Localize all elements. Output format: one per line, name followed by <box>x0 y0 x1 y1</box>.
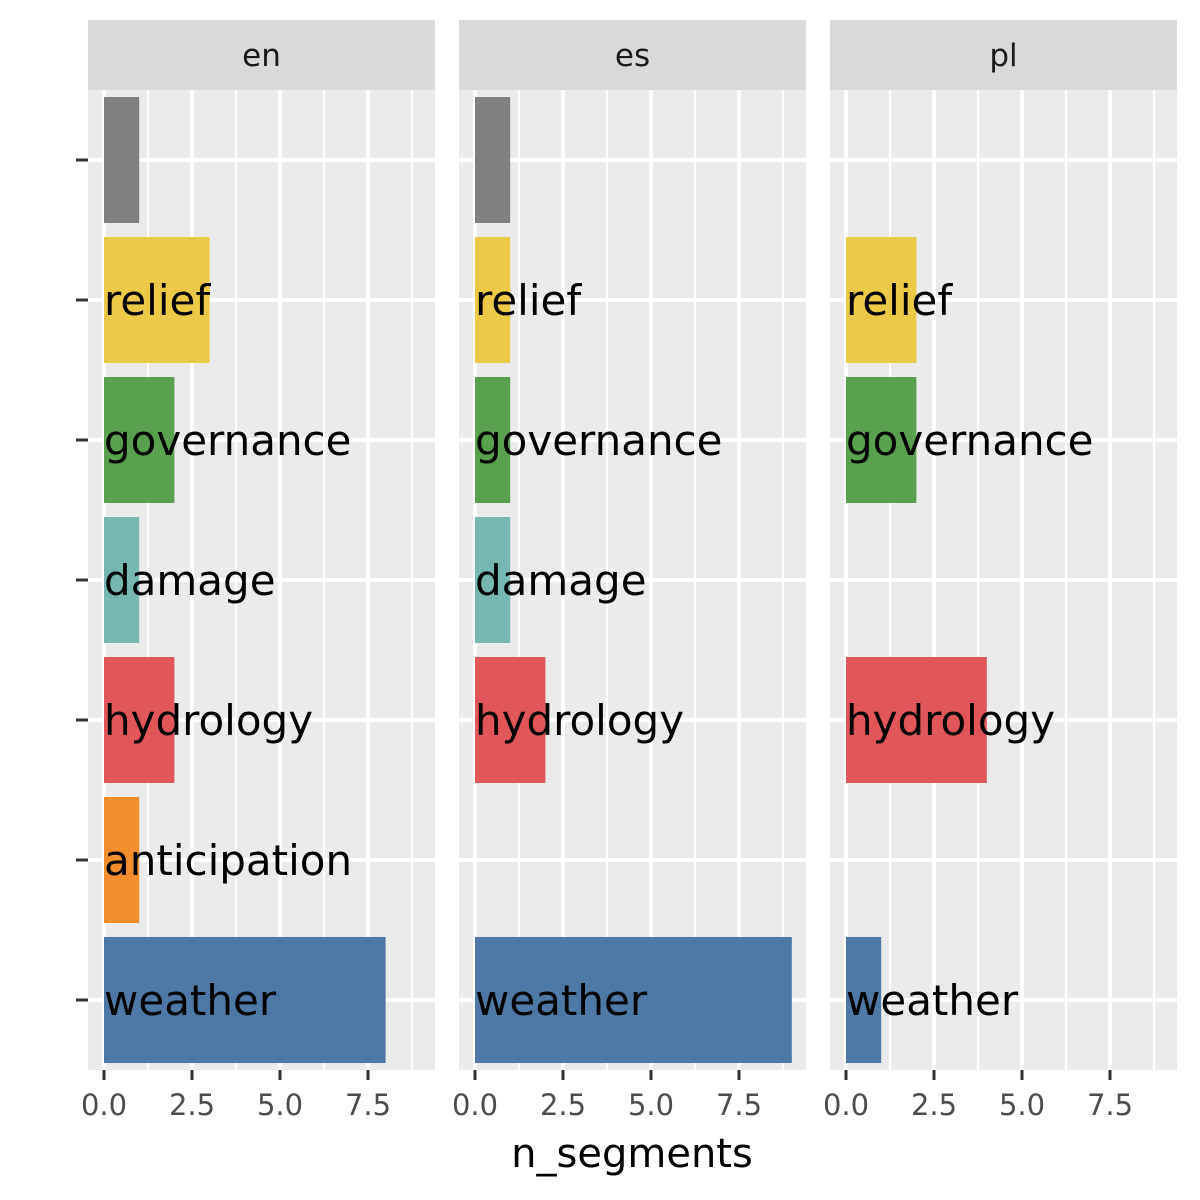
bar-label-pl-weather: weather <box>846 976 1019 1025</box>
bar-pl-hydrology <box>846 657 987 783</box>
x-tick-label: 2.5 <box>169 1088 215 1122</box>
bar-es-relief <box>475 237 511 363</box>
x-tick-label: 7.5 <box>716 1088 762 1122</box>
bar-label-en-governance: governance <box>104 416 352 465</box>
facet-label: pl <box>989 38 1017 74</box>
bar-label-pl-relief: relief <box>846 276 953 325</box>
x-tick-label: 0.0 <box>452 1088 498 1122</box>
bar-es-weather <box>475 937 792 1063</box>
bar-en-weather <box>104 937 386 1063</box>
bar-label-en-damage: damage <box>104 556 276 605</box>
facet-label: es <box>615 38 650 74</box>
x-tick-label: 7.5 <box>345 1088 391 1122</box>
facet-strip <box>88 20 435 90</box>
bar-en-blank <box>104 97 140 223</box>
x-tick-label: 5.0 <box>999 1088 1045 1122</box>
bar-label-en-weather: weather <box>104 976 277 1025</box>
bar-label-pl-hydrology: hydrology <box>846 696 1055 745</box>
bar-pl-governance <box>846 377 917 503</box>
panels-layer: en weather anticipation hydrology damage gove… <box>81 20 1177 1122</box>
bar-es-governance <box>475 377 511 503</box>
x-tick-label: 0.0 <box>81 1088 127 1122</box>
facet-strip <box>830 20 1177 90</box>
panel-en: en weather anticipation hydrology damage gove… <box>81 20 435 1122</box>
x-tick-label: 5.0 <box>628 1088 674 1122</box>
bar-label-en-anticipation: anticipation <box>104 836 352 885</box>
x-tick-label: 2.5 <box>911 1088 957 1122</box>
x-tick-label: 5.0 <box>257 1088 303 1122</box>
x-tick-label: 0.0 <box>823 1088 869 1122</box>
y-axis <box>76 158 88 1002</box>
bar-label-es-relief: relief <box>475 276 582 325</box>
panel-pl: pl weather hydrology governance relief 0.0 2.5… <box>823 20 1177 1122</box>
x-axis-title: n_segments <box>511 1131 753 1177</box>
x-tick-label: 7.5 <box>1087 1088 1133 1122</box>
bar-en-anticipation <box>104 797 140 923</box>
bar-en-damage <box>104 517 140 643</box>
bar-en-hydrology <box>104 657 175 783</box>
bar-es-damage <box>475 517 511 643</box>
bar-label-es-weather: weather <box>475 976 648 1025</box>
bar-label-en-relief: relief <box>104 276 211 325</box>
bar-en-governance <box>104 377 175 503</box>
x-tick-label: 2.5 <box>540 1088 586 1122</box>
bar-label-pl-governance: governance <box>846 416 1094 465</box>
bar-label-en-hydrology: hydrology <box>104 696 313 745</box>
bar-label-es-governance: governance <box>475 416 723 465</box>
bar-label-es-damage: damage <box>475 556 647 605</box>
panel-es: es weather hydrology damage governance relief… <box>452 20 806 1122</box>
bar-es-blank <box>475 97 511 223</box>
bar-pl-relief <box>846 237 917 363</box>
bar-label-es-hydrology: hydrology <box>475 696 684 745</box>
facet-strip <box>459 20 806 90</box>
facet-label: en <box>242 38 281 74</box>
bar-es-hydrology <box>475 657 546 783</box>
bar-pl-weather <box>846 937 882 1063</box>
bar-en-relief <box>104 237 210 363</box>
